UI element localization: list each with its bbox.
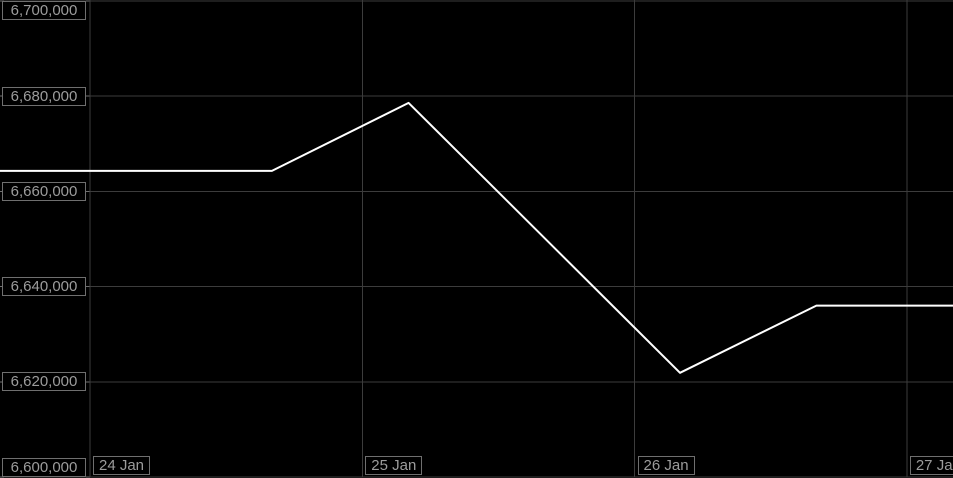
y-axis-label: 6,680,000: [2, 86, 86, 106]
x-axis-label: 26 Jan: [637, 456, 695, 475]
x-axis-label: 27 Jan: [909, 456, 953, 475]
y-axis-label: 6,600,000: [2, 458, 86, 477]
y-axis-label: 6,700,000: [2, 1, 86, 20]
y-axis-label: 6,620,000: [2, 372, 86, 392]
y-axis-label: 6,640,000: [2, 277, 86, 297]
x-axis-label: 25 Jan: [365, 456, 423, 475]
y-axis-label: 6,660,000: [2, 181, 86, 201]
price-line: [0, 101, 953, 374]
x-axis-label: 24 Jan: [92, 456, 151, 475]
